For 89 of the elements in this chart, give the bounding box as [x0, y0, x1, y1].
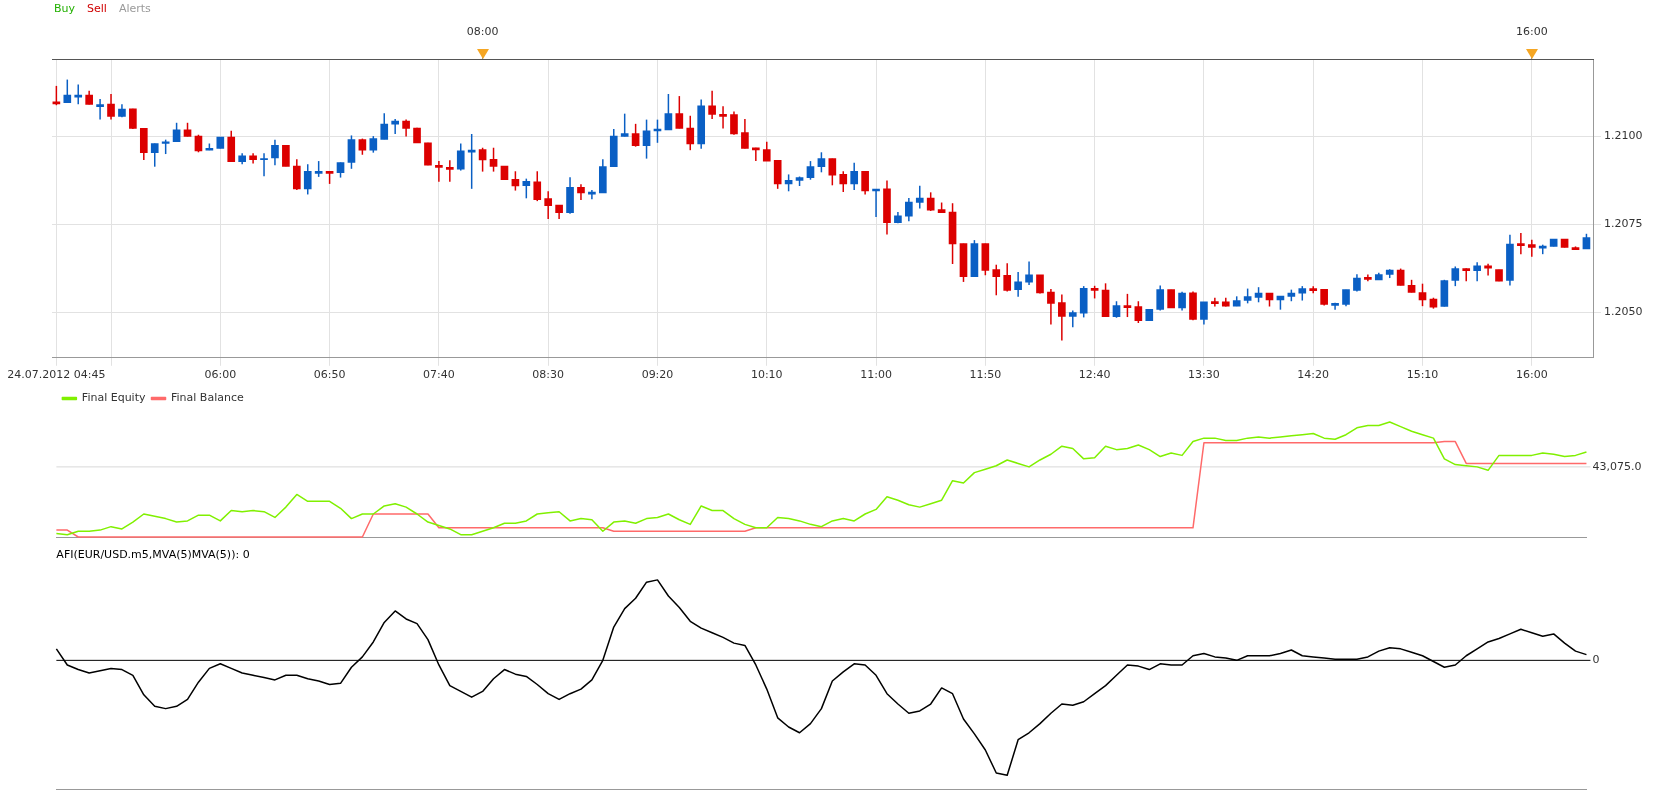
candlestick [850, 162, 859, 191]
candlestick [828, 157, 837, 187]
candlestick [839, 170, 848, 193]
candlestick [1167, 288, 1175, 309]
candlestick [1003, 262, 1012, 293]
candlestick [1134, 300, 1143, 324]
candlestick [172, 122, 181, 143]
candlestick [445, 159, 454, 183]
x-tick-label: 07:40 [423, 368, 455, 382]
candlestick [424, 142, 432, 167]
candlestick [1462, 267, 1471, 282]
y-tick-label: 1.2075 [1604, 217, 1643, 231]
candlestick [1418, 282, 1427, 307]
candlestick [1025, 260, 1033, 286]
x-tick-label: 14:20 [1297, 368, 1330, 382]
text: 43,075.0 [1592, 459, 1642, 473]
candlestick [620, 112, 629, 138]
text: Buy [54, 2, 76, 16]
chart-title: AFI(EUR/USD.m5,MVA(5)MVA(5)): 0 [56, 548, 250, 562]
candlestick [905, 197, 913, 222]
candlestick [1156, 284, 1165, 312]
candlestick [292, 158, 301, 191]
candlestick [752, 146, 760, 162]
candlestick [664, 93, 673, 131]
candlestick [52, 85, 61, 106]
candlestick [817, 151, 826, 174]
x-tick-label: 06:50 [313, 368, 346, 382]
text: Sell [87, 2, 107, 16]
candlestick [741, 118, 749, 150]
x-tick-label: 09:20 [641, 368, 674, 382]
candlestick [1451, 265, 1460, 287]
candlestick [435, 160, 443, 183]
x-tick-label: 12:40 [1078, 368, 1111, 382]
y-tick-label: 1.2100 [1604, 129, 1643, 143]
x-tick-label: 08:30 [532, 368, 565, 382]
candlestick [489, 146, 498, 173]
candlestick [1068, 309, 1077, 328]
x2-tick-label: 16:00 [1515, 25, 1548, 39]
x-tick-label: 11:00 [860, 368, 892, 382]
candlestick [478, 146, 487, 173]
candlestick [861, 170, 869, 196]
candlestick [675, 95, 684, 130]
candlestick [1047, 288, 1055, 326]
candlestick [107, 93, 115, 121]
candlestick [544, 190, 553, 220]
candlestick [391, 118, 399, 135]
candlestick [150, 142, 159, 168]
candlestick [1123, 293, 1132, 318]
candlestick [992, 263, 1001, 297]
candlestick [271, 138, 279, 167]
x-tick-label: 16:00 [1515, 368, 1548, 382]
candlestick [719, 105, 727, 130]
x-tick-label: 13:30 [1188, 368, 1220, 382]
candlestick [522, 177, 531, 200]
candlestick [347, 134, 356, 170]
candlestick [1211, 296, 1219, 308]
candlestick [1473, 261, 1481, 282]
legend-label: Final Equity [81, 391, 146, 405]
x-tick-label: 10:10 [750, 368, 783, 382]
x-tick-label: 06:00 [204, 368, 237, 382]
candlestick [686, 115, 695, 151]
candlestick [456, 142, 465, 172]
candlestick [260, 152, 268, 177]
candlestick [631, 123, 640, 148]
x-tick-label: 24.07.2012 04:45 [7, 368, 106, 382]
candlestick [63, 78, 72, 104]
candlestick [467, 133, 476, 190]
legend-label: Final Balance [171, 391, 244, 405]
candlestick [380, 112, 389, 141]
candlestick [1527, 239, 1536, 258]
candlestick [1014, 271, 1022, 298]
candlestick [1178, 291, 1186, 312]
candlestick [730, 110, 738, 136]
candlestick [303, 163, 312, 196]
text: 0 [1592, 653, 1600, 667]
candlestick [708, 90, 716, 120]
candlestick [806, 160, 815, 181]
x2-tick-label: 08:00 [466, 25, 499, 39]
y-tick-label: 1.2050 [1604, 304, 1643, 318]
candlestick [926, 191, 935, 212]
candlestick [282, 144, 290, 168]
x-tick-label: 11:50 [969, 368, 1002, 382]
candlestick [1517, 232, 1525, 255]
text: Alerts [118, 2, 152, 16]
candlestick [1058, 293, 1066, 342]
candlestick [96, 98, 104, 121]
x-tick-label: 15:10 [1406, 368, 1439, 382]
candlestick [915, 184, 924, 210]
candlestick [533, 170, 542, 202]
